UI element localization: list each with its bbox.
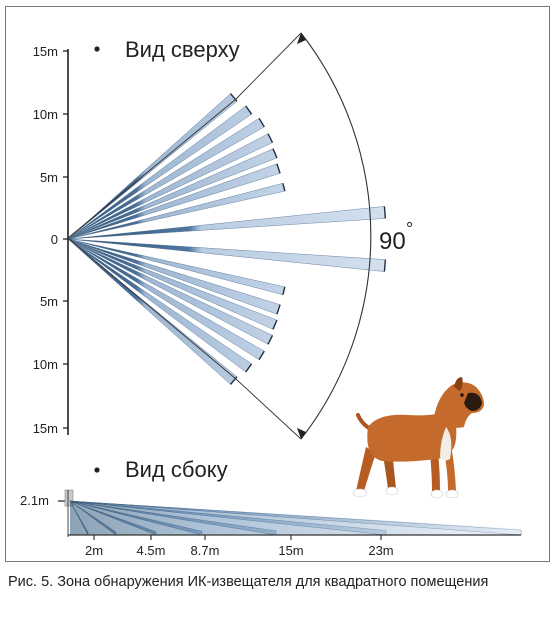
detection-beams (67, 93, 387, 385)
beam-end (276, 163, 281, 174)
beam-end (245, 105, 253, 115)
beam-end (267, 335, 274, 345)
angle-label: 90 (379, 228, 406, 255)
beam-end (229, 93, 238, 102)
beam-end (282, 183, 286, 192)
y-tick-label: 10m (33, 107, 58, 122)
side-view: Вид сбоку 2.1m 2m 4.5m 8.7m 15m 23m (20, 457, 522, 558)
angle-degree-sign: ° (406, 219, 413, 239)
arrow-bottom-icon (297, 428, 306, 439)
angle-label-bg (374, 221, 426, 251)
sensor-icon (64, 489, 74, 507)
height-label: 2.1m (20, 493, 49, 508)
x-tick-label: 23m (368, 543, 393, 558)
figure-frame: Вид сверху 15m 10m 5m 0 5m 10m 15m 90 ° (5, 6, 550, 562)
caption-text: Зона обнаружения ИК-извещателя для квадр… (57, 574, 489, 590)
angle-arc (300, 32, 372, 440)
beam-end (267, 133, 274, 143)
side-beams (69, 500, 522, 536)
x-tick-label: 4.5m (137, 543, 166, 558)
beam (67, 118, 265, 240)
y-tick-label: 15m (33, 44, 58, 59)
arc-ray-lower (67, 237, 237, 380)
side-view-title: Вид сбоку (125, 457, 228, 482)
y-tick-label: 10m (33, 357, 58, 372)
x-tick-label: 8.7m (191, 543, 220, 558)
beam-end (276, 304, 281, 315)
y-tick-label: 5m (40, 294, 58, 309)
beam-end (383, 206, 387, 219)
side-beam-far (70, 501, 521, 535)
beam-end (282, 286, 286, 295)
caption-prefix: Рис. 5. (8, 574, 54, 590)
arc-ray-upper-ext (235, 32, 302, 100)
beam-end (272, 319, 278, 330)
dog-illustration (352, 377, 484, 499)
bullet-top-view (94, 46, 100, 52)
x-ticks: 2m 4.5m 8.7m 15m 23m (85, 535, 394, 558)
detection-zone-diagram: Вид сверху 15m 10m 5m 0 5m 10m 15m 90 ° (20, 32, 522, 558)
beam (67, 238, 265, 360)
arrow-top-icon (297, 33, 306, 44)
y-tick-label: 5m (40, 170, 58, 185)
figure-caption: Рис. 5. Зона обнаружения ИК-извещателя д… (8, 573, 548, 591)
top-view-title: Вид сверху (125, 37, 240, 62)
beam-end (383, 259, 387, 272)
y-tick-label: 15m (33, 421, 58, 436)
top-view: Вид сверху 15m 10m 5m 0 5m 10m 15m 90 ° (33, 32, 426, 440)
beam-end (272, 148, 278, 159)
x-tick-label: 2m (85, 543, 103, 558)
beam-end (229, 376, 238, 385)
x-tick-label: 15m (278, 543, 303, 558)
beam-end (258, 117, 265, 128)
y-tick-label: 0 (51, 232, 58, 247)
beam-end (245, 363, 253, 373)
arc-ray-lower-ext (235, 378, 302, 440)
arc-ray-upper (67, 98, 237, 239)
y-ticks: 15m 10m 5m 0 5m 10m 15m (33, 44, 68, 436)
bullet-side-view (94, 467, 100, 473)
beam-end (258, 350, 265, 361)
